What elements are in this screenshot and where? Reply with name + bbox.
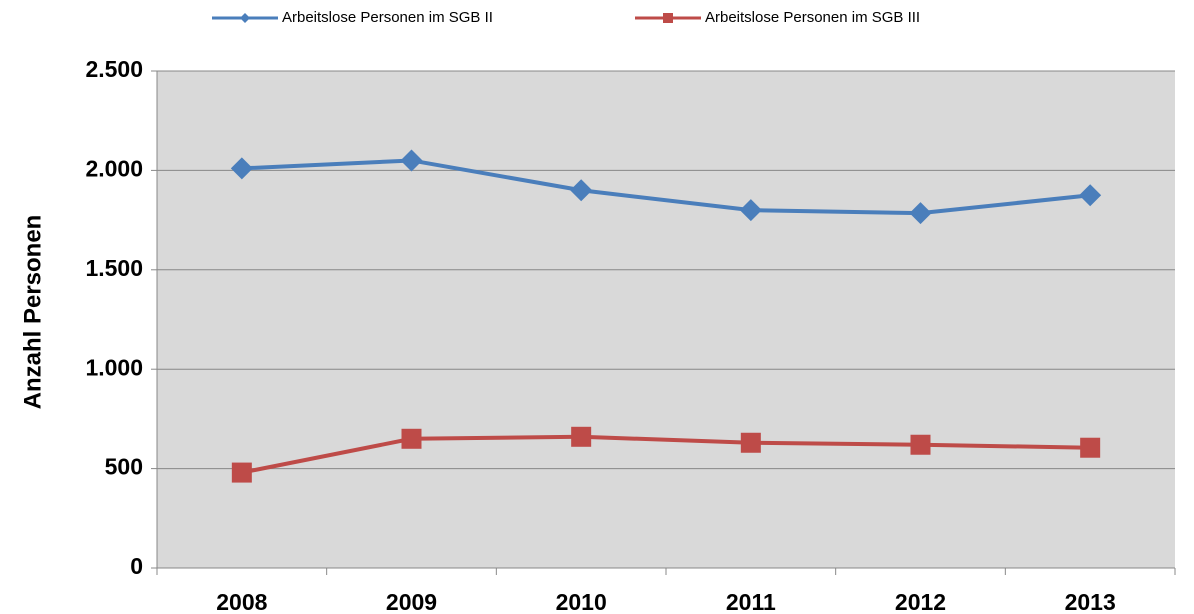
point	[1079, 184, 1102, 207]
point	[401, 428, 422, 449]
legend-label: Arbeitslose Personen im SGB II	[282, 9, 493, 26]
point	[231, 462, 252, 483]
series-line	[241, 434, 1091, 475]
point	[230, 157, 253, 180]
x-tick-label: 2008	[216, 589, 267, 614]
legend-marker	[663, 13, 673, 23]
legend-label: Arbeitslose Personen im SGB III	[705, 9, 920, 26]
legend-marker	[240, 13, 250, 23]
point	[739, 199, 762, 222]
y-tick-label: 2.500	[85, 56, 143, 82]
y-tick-label: 1.500	[85, 255, 143, 281]
x-tick-label: 2011	[726, 589, 776, 614]
x-tick-label: 2009	[386, 589, 437, 614]
series-line	[241, 158, 1091, 216]
y-tick-label: 0	[130, 553, 143, 579]
x-tick-label: 2013	[1065, 589, 1116, 614]
point	[740, 432, 761, 453]
point	[400, 149, 423, 172]
x-tick-label: 2010	[556, 589, 607, 614]
plot-area	[157, 71, 1175, 568]
point	[910, 434, 931, 455]
y-tick-label: 500	[105, 454, 143, 480]
y-tick-label: 2.000	[85, 155, 143, 181]
point	[570, 179, 593, 202]
x-tick-label: 2012	[895, 589, 946, 614]
point	[909, 202, 932, 225]
point	[571, 426, 592, 447]
y-axis-label: Anzahl Personen	[19, 215, 46, 410]
y-tick-label: 1.000	[85, 354, 143, 380]
point	[1080, 437, 1101, 458]
